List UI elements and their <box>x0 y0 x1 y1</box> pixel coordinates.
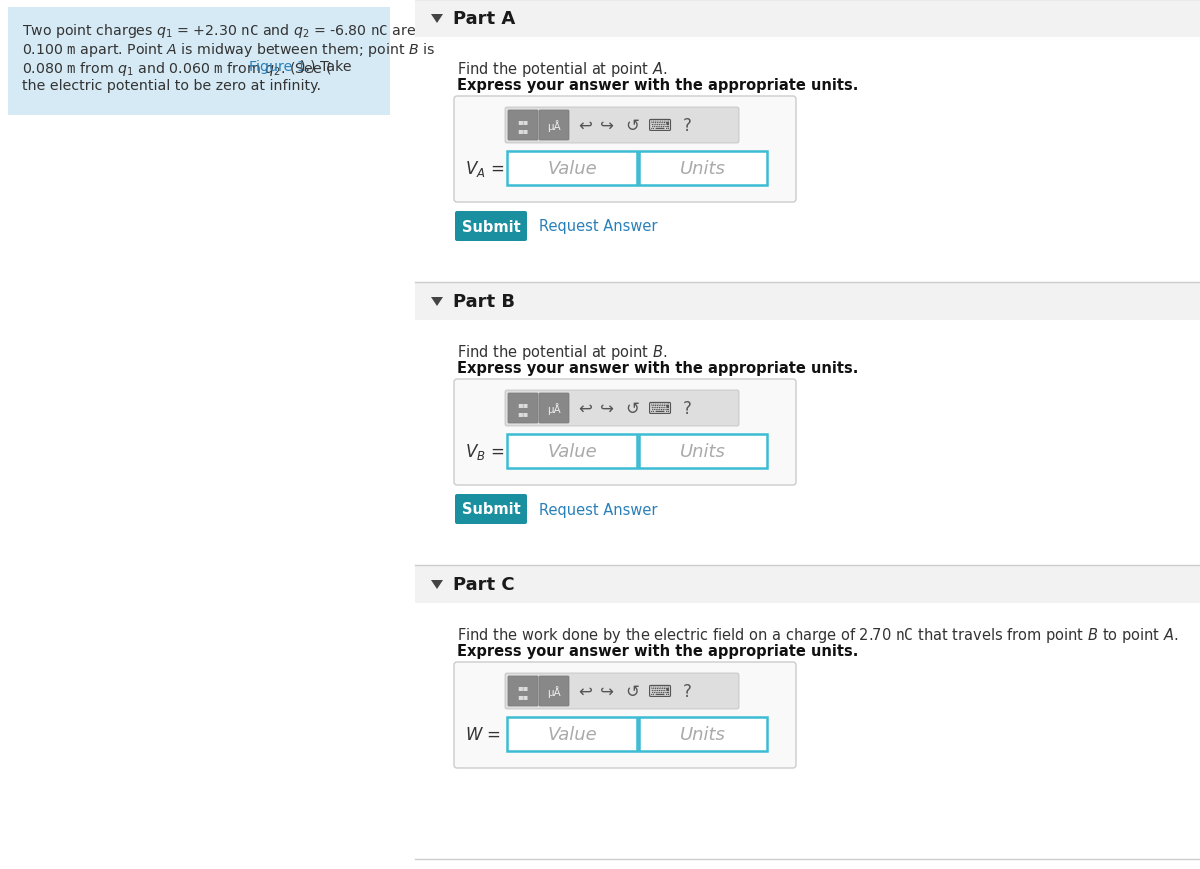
Text: ).) Take: ).) Take <box>300 60 352 74</box>
Text: $V_B$ =: $V_B$ = <box>466 441 504 461</box>
Text: Units: Units <box>680 725 726 743</box>
Text: Value: Value <box>547 442 596 461</box>
Text: ?: ? <box>683 400 691 417</box>
Bar <box>415 282 1200 321</box>
Text: ↪: ↪ <box>600 682 614 700</box>
Text: $V_A$ =: $V_A$ = <box>466 159 504 179</box>
FancyBboxPatch shape <box>508 676 538 706</box>
Text: ↺: ↺ <box>625 682 638 700</box>
Bar <box>640 152 767 186</box>
Text: Express your answer with the appropriate units.: Express your answer with the appropriate… <box>457 78 858 93</box>
Bar <box>640 717 767 751</box>
Text: Units: Units <box>680 442 726 461</box>
Text: 0.080 $\mathtt{m}$ from $q_1$ and 0.060 $\mathtt{m}$ from $q_2$. (See (: 0.080 $\mathtt{m}$ from $q_1$ and 0.060 … <box>22 60 331 78</box>
Text: ⌨: ⌨ <box>648 682 672 700</box>
Text: ↩: ↩ <box>578 116 592 135</box>
Text: ?: ? <box>683 682 691 700</box>
Text: ▪▪
▪▪: ▪▪ ▪▪ <box>517 117 529 135</box>
FancyBboxPatch shape <box>505 673 739 709</box>
Text: ⌨: ⌨ <box>648 116 672 135</box>
Text: ↩: ↩ <box>578 682 592 700</box>
Text: Request Answer: Request Answer <box>539 219 658 235</box>
FancyBboxPatch shape <box>455 212 527 242</box>
Text: ↺: ↺ <box>625 116 638 135</box>
Text: Express your answer with the appropriate units.: Express your answer with the appropriate… <box>457 361 858 375</box>
Text: Figure 1: Figure 1 <box>250 60 306 74</box>
Text: ↪: ↪ <box>600 116 614 135</box>
FancyBboxPatch shape <box>505 390 739 427</box>
Text: Find the work done by the electric field on a charge of 2.70 $\mathtt{nC}$ that : Find the work done by the electric field… <box>457 626 1178 644</box>
Bar <box>508 152 637 186</box>
FancyBboxPatch shape <box>455 494 527 524</box>
Text: μÅ: μÅ <box>547 120 560 132</box>
Text: Part C: Part C <box>454 575 515 594</box>
Text: ▪▪
▪▪: ▪▪ ▪▪ <box>517 682 529 700</box>
Text: Find the potential at point $\mathit{B}$.: Find the potential at point $\mathit{B}$… <box>457 342 667 362</box>
FancyBboxPatch shape <box>539 394 569 423</box>
Text: ▪▪
▪▪: ▪▪ ▪▪ <box>517 400 529 417</box>
Bar <box>508 434 637 468</box>
Text: ?: ? <box>683 116 691 135</box>
Polygon shape <box>431 298 443 307</box>
FancyBboxPatch shape <box>8 8 390 116</box>
FancyBboxPatch shape <box>454 96 796 202</box>
Text: ↩: ↩ <box>578 400 592 417</box>
Polygon shape <box>431 580 443 589</box>
Text: Two point charges $q_1$ = +2.30 $\mathtt{nC}$ and $q_2$ = -6.80 $\mathtt{nC}$ ar: Two point charges $q_1$ = +2.30 $\mathtt… <box>22 22 416 40</box>
Text: μÅ: μÅ <box>547 686 560 697</box>
Bar <box>415 566 1200 603</box>
Bar <box>508 717 637 751</box>
Text: 0.100 $\mathtt{m}$ apart. Point $\mathit{A}$ is midway between them; point $\mat: 0.100 $\mathtt{m}$ apart. Point $\mathit… <box>22 41 436 59</box>
Text: $W$ =: $W$ = <box>466 725 500 743</box>
Text: Value: Value <box>547 725 596 743</box>
FancyBboxPatch shape <box>454 662 796 768</box>
Text: ⌨: ⌨ <box>648 400 672 417</box>
FancyBboxPatch shape <box>505 108 739 144</box>
Text: Express your answer with the appropriate units.: Express your answer with the appropriate… <box>457 643 858 658</box>
Bar <box>415 0 1200 38</box>
Text: Part A: Part A <box>454 10 515 28</box>
Text: Units: Units <box>680 160 726 178</box>
Text: Find the potential at point $\mathit{A}$.: Find the potential at point $\mathit{A}$… <box>457 60 667 79</box>
FancyBboxPatch shape <box>454 380 796 486</box>
FancyBboxPatch shape <box>508 111 538 141</box>
Text: Part B: Part B <box>454 293 515 310</box>
Text: Submit: Submit <box>462 219 521 235</box>
FancyBboxPatch shape <box>539 111 569 141</box>
Text: μÅ: μÅ <box>547 402 560 415</box>
FancyBboxPatch shape <box>508 394 538 423</box>
Text: ↺: ↺ <box>625 400 638 417</box>
Polygon shape <box>431 15 443 24</box>
Text: Value: Value <box>547 160 596 178</box>
Text: ↪: ↪ <box>600 400 614 417</box>
Text: Submit: Submit <box>462 502 521 517</box>
Text: the electric potential to be zero at infinity.: the electric potential to be zero at inf… <box>22 79 322 93</box>
Text: Request Answer: Request Answer <box>539 502 658 517</box>
Bar <box>640 434 767 468</box>
FancyBboxPatch shape <box>539 676 569 706</box>
